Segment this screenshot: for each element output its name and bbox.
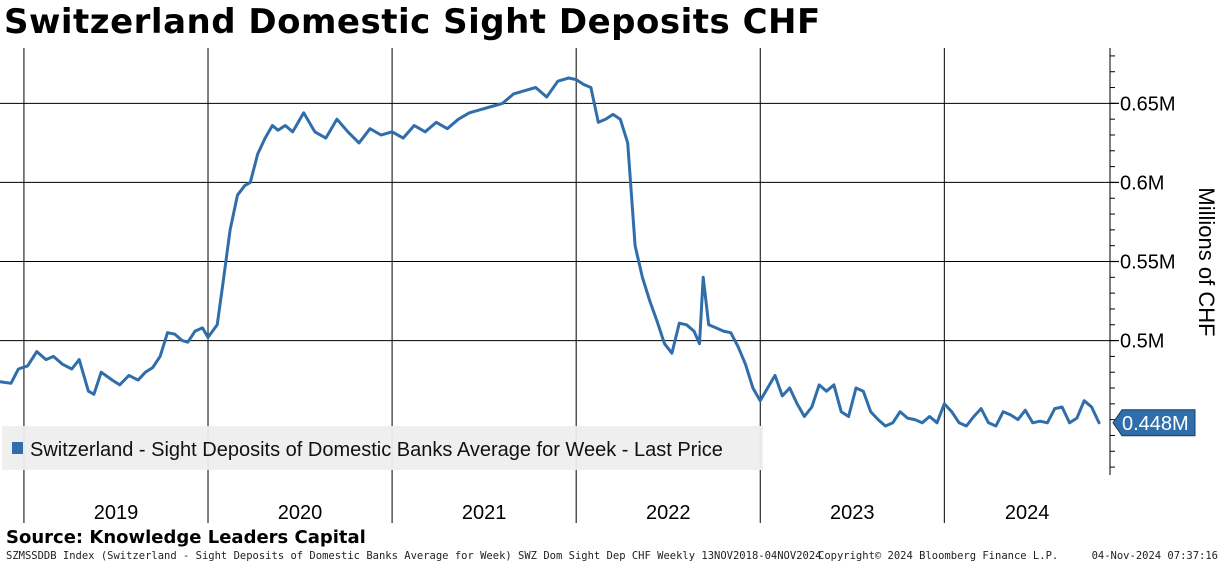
x-tick-label: 2020: [278, 502, 323, 524]
legend: Switzerland - Sight Deposits of Domestic…: [2, 426, 763, 470]
x-tick-label: 2019: [94, 502, 139, 524]
legend-label: Switzerland - Sight Deposits of Domestic…: [30, 439, 723, 461]
last-price-marker: 0.448M: [1112, 409, 1196, 437]
series-line: [0, 76, 1101, 428]
y-axis-ticks: 0.5M 0.55M 0.6M 0.65M: [1110, 55, 1176, 468]
last-price-tag: [1112, 409, 1196, 437]
x-axis-year-labels: 2019 2020 2021 2022 2023 2024: [94, 502, 1050, 524]
legend-box: [2, 426, 763, 470]
y-tick-label: 0.65M: [1120, 93, 1176, 115]
y-tick-label: 0.6M: [1120, 172, 1164, 194]
footer-series-info: SZMSSDDB Index (Switzerland - Sight Depo…: [6, 550, 822, 562]
footer-copyright: Copyright© 2024 Bloomberg Finance L.P.: [818, 550, 1059, 562]
series-layer: [0, 76, 1101, 428]
source-note: Source: Knowledge Leaders Capital: [6, 527, 366, 548]
legend-swatch: [12, 442, 23, 454]
x-tick-label: 2024: [1005, 502, 1050, 524]
y-axis-label: Millions of CHF: [1194, 187, 1219, 337]
y-tick-label: 0.55M: [1120, 252, 1176, 274]
y-tick-label: 0.5M: [1120, 331, 1164, 353]
x-tick-label: 2022: [646, 502, 691, 524]
y-axis-label-box: Millions of CHF: [1188, 172, 1224, 352]
chart-canvas: 0.5M 0.55M 0.6M 0.65M Switzerland - Sight D…: [0, 48, 1196, 524]
last-price-label: 0.448M: [1122, 413, 1189, 435]
x-tick-label: 2023: [830, 502, 875, 524]
footer-timestamp: 04-Nov-2024 07:37:16: [1091, 550, 1218, 562]
x-tick-label: 2021: [462, 502, 507, 524]
chart-title: Switzerland Domestic Sight Deposits CHF: [4, 2, 821, 42]
